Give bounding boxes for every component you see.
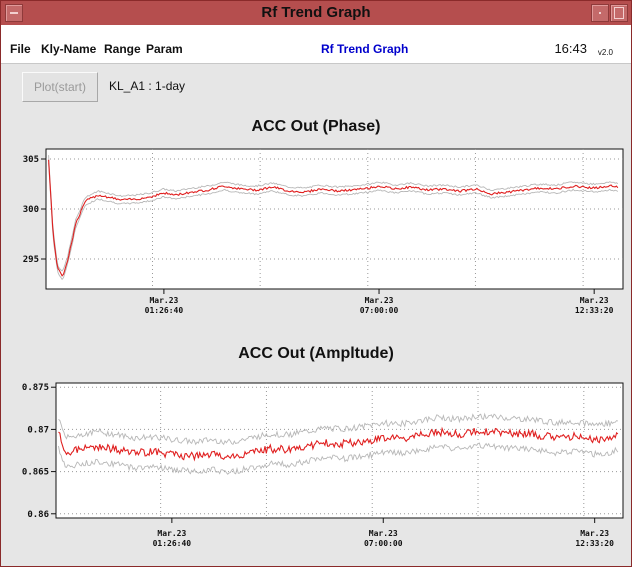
y-tick-label: 305 [23, 155, 39, 165]
app-title: Rf Trend Graph [321, 42, 409, 56]
title-bar[interactable]: Rf Trend Graph [1, 1, 631, 25]
series-upper-band [58, 412, 619, 446]
amplitude-chart-title: ACC Out (Ampltude) [238, 345, 394, 362]
series-lower-band [58, 442, 619, 475]
x-tick-time: 12:33:20 [575, 539, 614, 548]
phase-chart-title: ACC Out (Phase) [251, 118, 381, 135]
plot-start-button[interactable]: Plot(start) [22, 72, 98, 102]
plot-area [45, 148, 624, 290]
y-tick-label: 295 [23, 255, 39, 265]
amplitude-chart: 0.8750.870.8650.86Mar.2301:26:40Mar.2307… [22, 382, 624, 548]
x-tick-time: 07:00:00 [360, 306, 399, 315]
x-tick-date: Mar.23 [369, 529, 398, 538]
toolbar: Plot(start) KL_A1 : 1-day [1, 64, 631, 108]
maximize-button[interactable] [610, 4, 628, 22]
y-tick-label: 0.86 [27, 510, 49, 520]
x-tick-date: Mar.23 [580, 529, 609, 538]
menu-range[interactable]: Range [104, 42, 141, 56]
x-tick-date: Mar.23 [365, 296, 394, 305]
clock-time: 16:43 [554, 41, 587, 56]
x-tick-date: Mar.23 [157, 529, 186, 538]
y-tick-label: 0.865 [22, 468, 49, 478]
version-label: v2.0 [597, 48, 613, 57]
series-upper-band [48, 155, 619, 272]
phase-chart: 305300295Mar.2301:26:40Mar.2307:00:00Mar… [23, 148, 624, 315]
series-mean-line [48, 159, 619, 277]
y-tick-label: 0.87 [27, 425, 49, 435]
menu-param[interactable]: Param [146, 42, 183, 56]
plot-area [55, 382, 624, 519]
x-tick-time: 01:26:40 [153, 539, 192, 548]
x-tick-time: 12:33:20 [575, 306, 614, 315]
minimize-button[interactable] [591, 4, 609, 22]
window-menu-button[interactable] [5, 4, 23, 22]
series-mean-line [58, 426, 619, 462]
x-tick-time: 01:26:40 [145, 306, 184, 315]
window-title: Rf Trend Graph [261, 4, 371, 21]
x-tick-time: 07:00:00 [364, 539, 403, 548]
y-tick-label: 300 [23, 205, 39, 215]
x-tick-date: Mar.23 [149, 296, 178, 305]
series-lower-band [48, 162, 619, 281]
menu-bar: File Kly-Name Range Param Rf Trend Graph… [1, 25, 631, 64]
status-label: KL_A1 : 1-day [109, 79, 186, 93]
y-tick-label: 0.875 [22, 383, 49, 393]
menu-kly-name[interactable]: Kly-Name [41, 42, 97, 56]
x-tick-date: Mar.23 [580, 296, 609, 305]
menu-file[interactable]: File [10, 42, 31, 56]
